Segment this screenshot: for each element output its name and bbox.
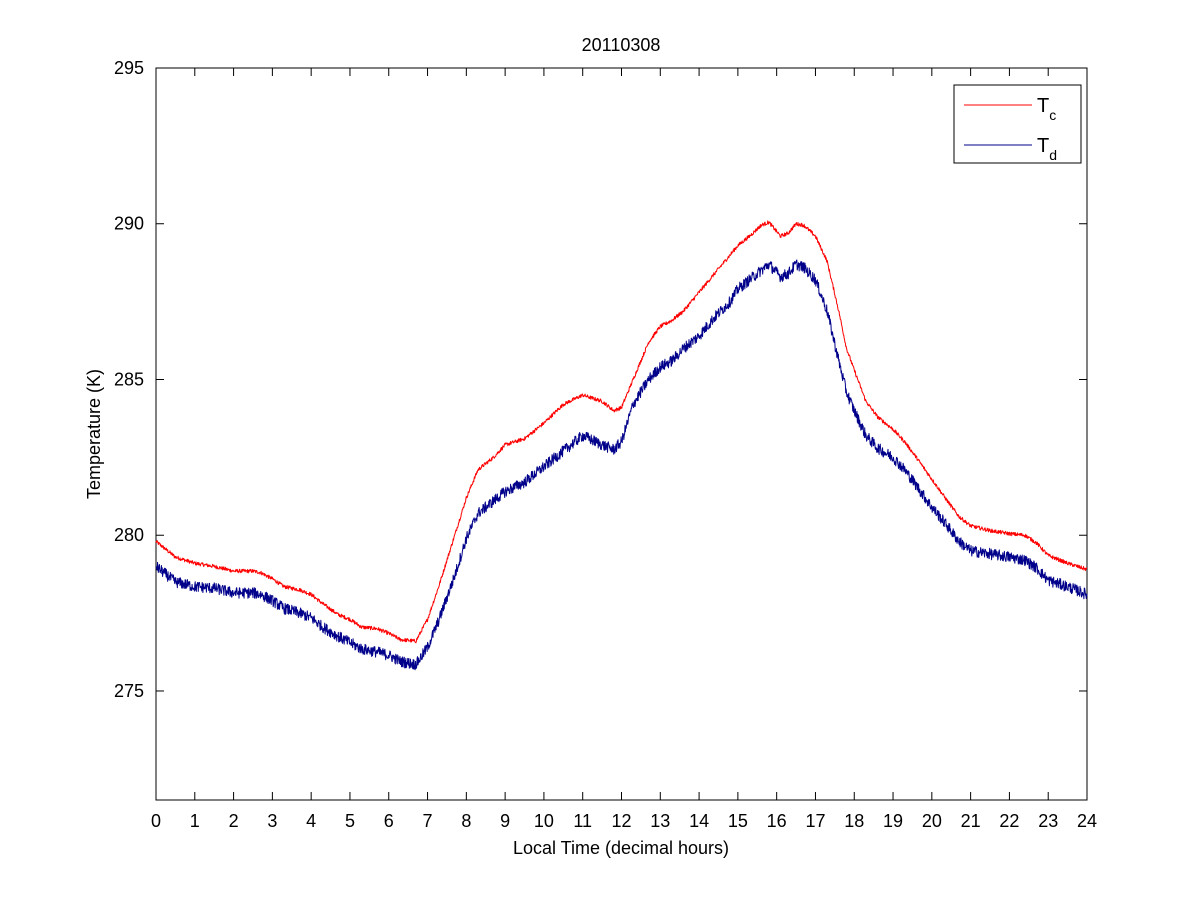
y-tick-label: 280 (114, 525, 144, 545)
x-tick-label: 9 (500, 811, 510, 831)
x-tick-label: 2 (229, 811, 239, 831)
y-tick-label: 290 (114, 214, 144, 234)
series-line-Td (155, 259, 1088, 671)
y-tick-label: 285 (114, 369, 144, 389)
x-tick-label: 22 (999, 811, 1019, 831)
y-tick-label: 275 (114, 681, 144, 701)
x-tick-label: 5 (345, 811, 355, 831)
x-tick-label: 21 (961, 811, 981, 831)
x-tick-label: 19 (883, 811, 903, 831)
legend-label-main: T (1037, 135, 1049, 157)
x-tick-label: 4 (306, 811, 316, 831)
legend-label-main: T (1037, 95, 1049, 117)
legend-label-subscript: c (1049, 107, 1056, 123)
x-axis: 0 1 2 3 4 5 6 7 8 9 10 11 12 13 14 15 16 17 18 19 20 21 22 23 24 (151, 68, 1097, 831)
x-tick-label: 13 (650, 811, 670, 831)
x-tick-label: 7 (423, 811, 433, 831)
x-tick-label: 24 (1077, 811, 1097, 831)
y-tick-label: 295 (114, 58, 144, 78)
legend-label-subscript: d (1049, 147, 1057, 163)
chart-title: 20110308 (582, 35, 661, 55)
legend-box (953, 84, 1082, 164)
x-tick-label: 10 (534, 811, 554, 831)
x-tick-label: 14 (689, 811, 709, 831)
legend-label: Td (1037, 135, 1057, 163)
x-tick-label: 1 (190, 811, 200, 831)
legend-label: Tc (1037, 95, 1056, 123)
x-tick-label: 18 (844, 811, 864, 831)
x-tick-label: 6 (384, 811, 394, 831)
y-axis: 275 280 285 290 295 (114, 58, 1087, 701)
x-tick-label: 0 (151, 811, 161, 831)
x-tick-label: 11 (573, 811, 592, 831)
x-tick-label: 12 (611, 811, 631, 831)
series-line-Tc (155, 220, 1088, 644)
x-tick-label: 17 (805, 811, 825, 831)
x-tick-label: 15 (728, 811, 748, 831)
x-tick-label: 16 (767, 811, 787, 831)
x-tick-label: 3 (267, 811, 277, 831)
x-tick-label: 8 (461, 811, 471, 831)
x-tick-label: 23 (1038, 811, 1058, 831)
x-axis-title: Local Time (decimal hours) (513, 838, 729, 858)
axes-box (155, 67, 1088, 801)
plot-area (155, 67, 1088, 801)
x-tick-label: 20 (922, 811, 942, 831)
y-axis-title: Temperature (K) (84, 369, 104, 499)
